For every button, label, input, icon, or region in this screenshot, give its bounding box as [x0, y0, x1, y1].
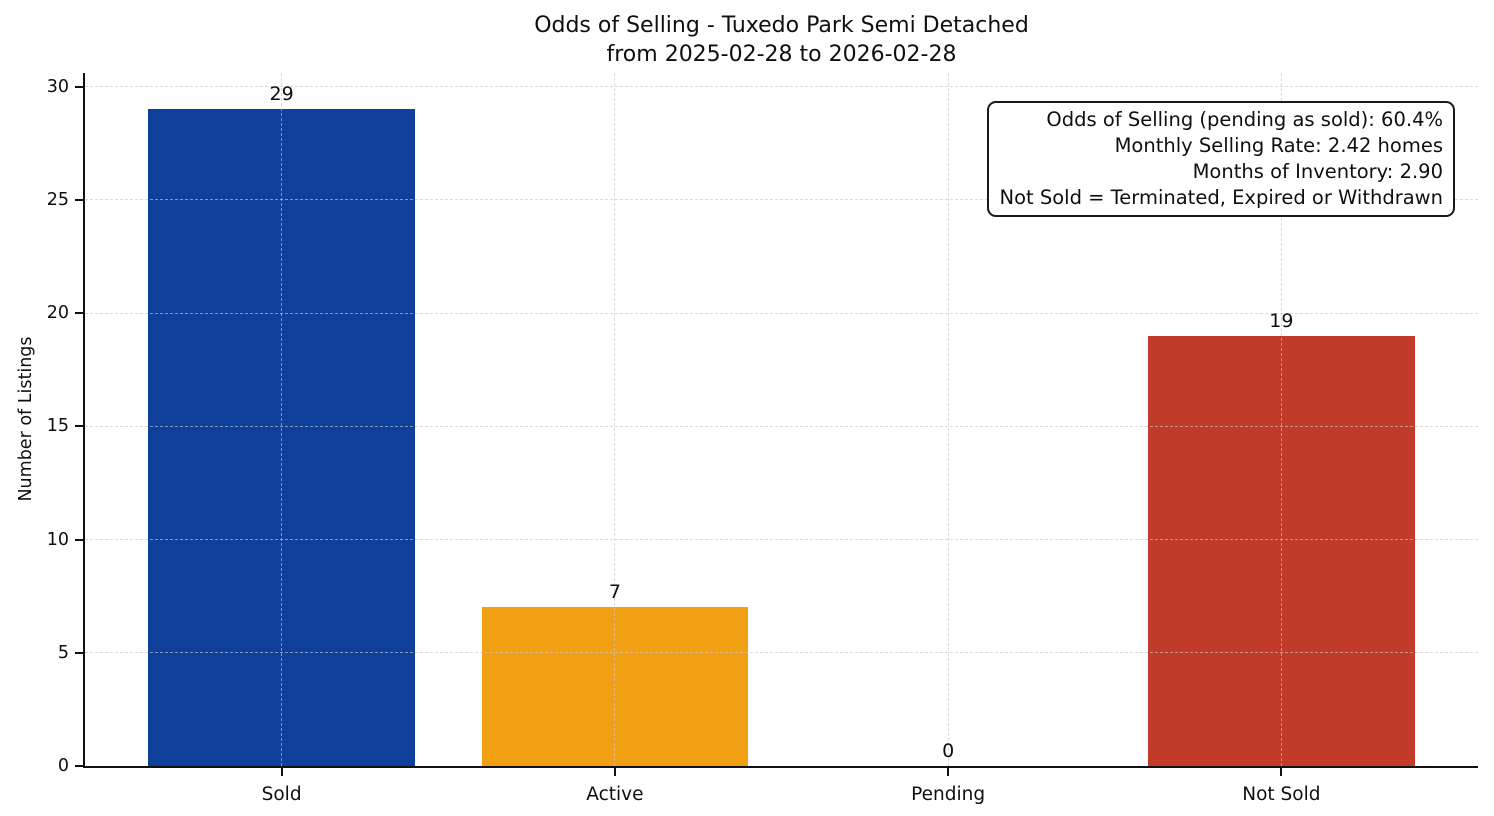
v-gridline-sold: [281, 73, 283, 766]
annotation-months-of-inventory: Months of Inventory: 2.90: [1192, 160, 1443, 183]
chart-title-line-1: Odds of Selling - Tuxedo Park Semi Detac…: [534, 13, 1029, 38]
y-tick-label: 5: [57, 642, 69, 663]
x-tick-mark-sold: [280, 768, 283, 776]
annotation-box: Odds of Selling (pending as sold): 60.4%…: [987, 101, 1455, 217]
y-tick-mark-15: [75, 425, 83, 428]
plot-area: 0 5 10 15 20 25 30 29 Sold 7 Active 0 Pending 19 Not S…: [47, 73, 1478, 805]
annotation-not-sold-definition: Not Sold = Terminated, Expired or Withdr…: [999, 186, 1443, 209]
x-tick-mark-not-sold: [1280, 768, 1283, 776]
v-gridline-not-sold: [1280, 73, 1282, 766]
y-tick-mark-30: [75, 85, 83, 88]
chart-title: Odds of Selling - Tuxedo Park Semi Detac…: [85, 11, 1478, 69]
y-tick-mark-20: [75, 312, 83, 315]
y-axis-spine: [83, 73, 85, 766]
y-tick-mark-25: [75, 198, 83, 201]
h-gridline-25: [85, 199, 1478, 201]
x-tick-mark-active: [613, 768, 616, 776]
y-tick-label: 25: [46, 189, 69, 210]
y-axis-title: Number of Listings: [16, 336, 36, 502]
v-gridline-active: [614, 73, 616, 766]
bar-value-label-pending: 0: [942, 740, 955, 762]
annotation-monthly-selling-rate: Monthly Selling Rate: 2.42 homes: [1114, 134, 1443, 157]
chart-title-line-2: from 2025-02-28 to 2026-02-28: [606, 42, 957, 67]
x-tick-mark-pending: [947, 768, 950, 776]
h-gridline-15: [85, 425, 1478, 427]
y-tick-mark-10: [75, 538, 83, 541]
x-tick-label-not-sold: Not Sold: [1242, 784, 1321, 805]
h-gridline-10: [85, 539, 1478, 541]
y-tick-mark-5: [75, 651, 83, 654]
y-tick-label: 10: [46, 529, 69, 550]
annotation-odds-of-selling: Odds of Selling (pending as sold): 60.4%: [1046, 108, 1443, 131]
h-gridline-30: [85, 86, 1478, 88]
y-tick-label: 0: [57, 756, 69, 776]
y-tick-label: 20: [46, 303, 69, 324]
bar-value-label-sold: 29: [269, 83, 294, 106]
bar-value-label-not-sold: 19: [1269, 309, 1294, 332]
bar-value-label-active: 7: [608, 581, 621, 604]
y-tick-label: 15: [46, 416, 69, 437]
v-gridline-pending: [947, 73, 949, 766]
h-gridline-20: [85, 312, 1478, 314]
y-tick-mark-0: [75, 765, 83, 767]
x-tick-label-sold: Sold: [261, 784, 302, 805]
x-tick-label-active: Active: [586, 784, 644, 805]
y-tick-label: 30: [46, 76, 69, 97]
x-axis-spine: [83, 766, 1478, 768]
x-tick-label-pending: Pending: [911, 784, 986, 805]
h-gridline-5: [85, 652, 1478, 654]
